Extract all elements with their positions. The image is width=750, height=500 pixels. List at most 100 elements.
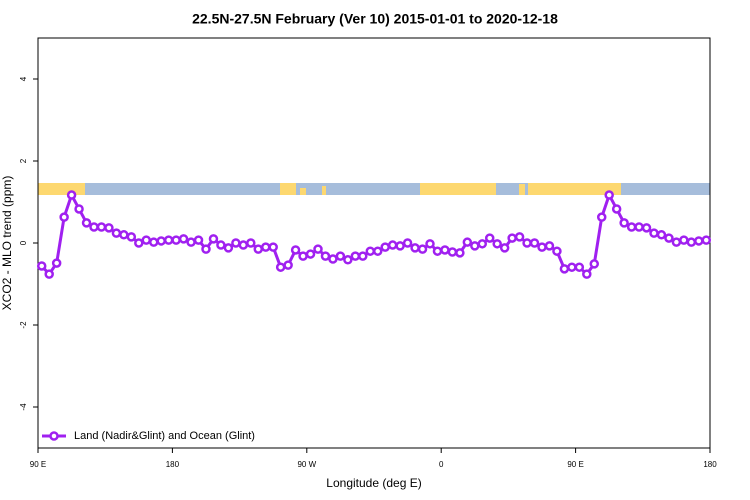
data-point (119, 230, 129, 240)
data-point (193, 235, 204, 245)
data-point (537, 242, 547, 252)
y-axis-label: XCO2 - MLO trend (ppm) (0, 176, 14, 311)
data-point (275, 262, 286, 272)
legend-label: Land (Nadir&Glint) and Ocean (Glint) (74, 430, 255, 442)
data-point (134, 238, 144, 248)
data-point (290, 245, 301, 255)
data-point (89, 222, 99, 232)
legend-marker (49, 431, 59, 441)
data-point (111, 228, 122, 238)
data-point (335, 251, 346, 261)
data-point (96, 222, 107, 232)
x-tick-label: 90 E (567, 460, 583, 469)
data-point (216, 240, 226, 250)
data-point (656, 230, 667, 240)
data-point (544, 241, 555, 251)
data-point (320, 251, 331, 261)
data-point (619, 218, 629, 228)
x-tick-label: 180 (166, 460, 180, 469)
y-tick-label: -4 (19, 403, 28, 411)
data-point (260, 242, 271, 252)
data-point (492, 239, 502, 249)
land-strip (38, 183, 85, 195)
x-axis-label: Longitude (deg E) (326, 476, 421, 490)
data-point (313, 244, 323, 254)
land-ocean-strip (38, 183, 710, 195)
data-point (589, 259, 600, 269)
x-tick-label: 90 E (30, 460, 46, 469)
data-point (477, 239, 488, 249)
data-point (141, 235, 152, 245)
data-point (104, 223, 114, 233)
data-point (604, 190, 614, 200)
chart-title: 22.5N-27.5N February (Ver 10) 2015-01-01… (192, 11, 558, 27)
data-point (522, 238, 532, 248)
data-point (372, 246, 383, 256)
data-point (59, 212, 69, 222)
y-tick-label: 0 (19, 240, 28, 245)
data-point (358, 251, 368, 261)
data-point (626, 222, 637, 232)
data-point (641, 223, 652, 233)
data-point (171, 235, 181, 245)
data-point (679, 235, 689, 245)
x-tick-label: 0 (439, 460, 444, 469)
x-tick-label: 90 W (297, 460, 316, 469)
data-point (246, 238, 256, 248)
data-point (253, 244, 264, 254)
data-point (440, 245, 450, 255)
data-point (66, 190, 77, 200)
data-point (559, 264, 570, 274)
data-point (470, 241, 480, 251)
data-point (649, 228, 659, 238)
data-point (395, 241, 405, 251)
data-point (701, 235, 712, 245)
data-point (671, 237, 682, 247)
data-point (634, 222, 644, 232)
data-point (126, 232, 137, 242)
land-strip (420, 183, 496, 195)
data-point (499, 243, 510, 253)
data-point (596, 212, 607, 222)
data-point (694, 236, 704, 246)
data-point (432, 246, 443, 256)
data-point (163, 235, 174, 245)
data-point (268, 242, 278, 252)
data-point (156, 236, 166, 246)
data-point (223, 243, 234, 253)
y-tick-label: -2 (19, 321, 28, 329)
data-point (186, 237, 196, 247)
data-point (305, 249, 316, 259)
data-point (51, 258, 62, 268)
x-tick-label: 180 (703, 460, 717, 469)
data-point (208, 234, 219, 244)
data-point (567, 262, 577, 272)
data-point (402, 238, 413, 248)
data-point (238, 240, 249, 250)
land-strip (300, 188, 306, 195)
data-point (686, 237, 697, 247)
data-point (298, 251, 308, 261)
data-point (507, 233, 517, 243)
data-point (462, 237, 473, 247)
land-strip (280, 183, 296, 195)
data-point (447, 247, 458, 257)
data-point (365, 246, 376, 256)
land-strip (322, 186, 326, 195)
data-point (283, 260, 293, 270)
data-point (425, 239, 435, 249)
data-point (417, 244, 428, 254)
data-point (74, 204, 84, 214)
data-point (380, 242, 390, 252)
y-tick-label: 4 (19, 76, 28, 81)
data-point (664, 233, 674, 243)
data-point (387, 240, 398, 250)
land-strip (528, 183, 621, 195)
data-point (81, 218, 92, 228)
data-point (350, 251, 361, 261)
data-point (574, 262, 585, 272)
land-strip (519, 184, 525, 195)
data-point (582, 269, 592, 279)
data-point (455, 248, 465, 258)
